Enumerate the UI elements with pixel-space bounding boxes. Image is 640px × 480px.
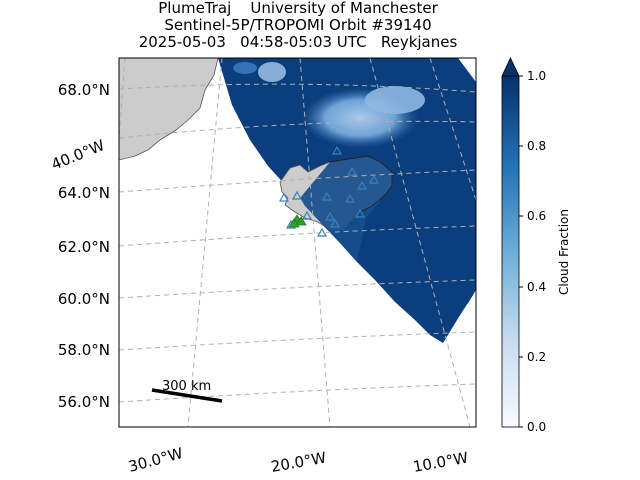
- colorbar-tick-2: 0.4: [527, 280, 546, 294]
- colorbar-ramp: [501, 75, 520, 428]
- lat-label-56: 56.0°N: [58, 393, 110, 411]
- iceland-swath-overlay: [300, 156, 392, 262]
- lat-label-60: 60.0°N: [58, 290, 110, 308]
- lat-line-62: [119, 225, 476, 247]
- colorbar-tick-1: 0.2: [527, 350, 546, 364]
- lon-line-10: [369, 58, 471, 427]
- cloud-region-4: [233, 62, 257, 74]
- station-marker: [354, 208, 366, 218]
- lat-line-68: [119, 83, 476, 93]
- station-marker: [346, 166, 358, 176]
- scale-bar-label: 300 km: [162, 379, 211, 394]
- lon-line-40: [119, 58, 126, 141]
- vent-markers: [288, 214, 307, 228]
- station-marker: [344, 193, 356, 203]
- lat-line-56: [119, 383, 476, 403]
- lon-label-20: 20.0°W: [270, 449, 328, 476]
- greenland-land: [119, 58, 219, 161]
- station-marker: [324, 211, 336, 221]
- lon-label-40: 40.0°W: [49, 136, 108, 174]
- station-marker: [329, 218, 341, 228]
- station-marker: [301, 210, 313, 220]
- station-marker: [316, 227, 328, 237]
- title-line-1: PlumeTraj University of Manchester: [158, 0, 438, 17]
- colorbar-tick-3: 0.6: [527, 209, 546, 223]
- station-marker: [321, 191, 333, 201]
- station-marker: [331, 145, 343, 155]
- lat-line-58: [119, 331, 476, 351]
- title-line-2: Sentinel-5P/TROPOMI Orbit #39140: [164, 16, 432, 34]
- vent-marker: [295, 216, 307, 226]
- colorbar-label: Cloud Fraction: [557, 209, 571, 295]
- colorbar-tick-4: 0.8: [527, 139, 546, 153]
- lon-line-30: [187, 58, 223, 427]
- lat-label-62: 62.0°N: [58, 238, 110, 256]
- lat-label-58: 58.0°N: [58, 341, 110, 359]
- lat-label-64: 64.0°N: [58, 184, 110, 202]
- map-panel: 300 km: [119, 58, 476, 427]
- graticule: [119, 58, 476, 427]
- station-marker: [278, 192, 290, 202]
- colorbar-tick-0: 0.0: [527, 420, 546, 434]
- lon-label-10: 10.0°W: [412, 449, 470, 476]
- map-frame: [118, 57, 477, 428]
- lon-line-20: [299, 58, 331, 427]
- cloud-region-3: [258, 62, 286, 82]
- title-line-3: 2025-05-03 04:58-05:03 UTC Reykjanes: [138, 33, 458, 51]
- cloud-region-2: [365, 86, 425, 114]
- vent-marker: [288, 218, 300, 228]
- colorbar-tick-5: 1.0: [527, 69, 546, 83]
- lat-line-60: [119, 279, 476, 299]
- colorbar-extend-arrow: [501, 57, 520, 77]
- lat-label-68: 68.0°N: [58, 81, 110, 99]
- station-marker: [368, 174, 380, 184]
- station-marker: [356, 180, 368, 190]
- lat-line-66: [119, 120, 476, 139]
- lon-line-0: [429, 58, 476, 201]
- lat-line-64: [119, 169, 476, 193]
- iceland-coastline: [329, 155, 393, 213]
- colorbar: 0.0 0.2 0.4 0.6 0.8 1.0 Cloud Fraction: [501, 57, 571, 434]
- station-marker: [291, 190, 303, 200]
- lon-label-30: 30.0°W: [126, 444, 185, 476]
- station-markers: [278, 145, 380, 237]
- scale-bar: [151, 388, 223, 403]
